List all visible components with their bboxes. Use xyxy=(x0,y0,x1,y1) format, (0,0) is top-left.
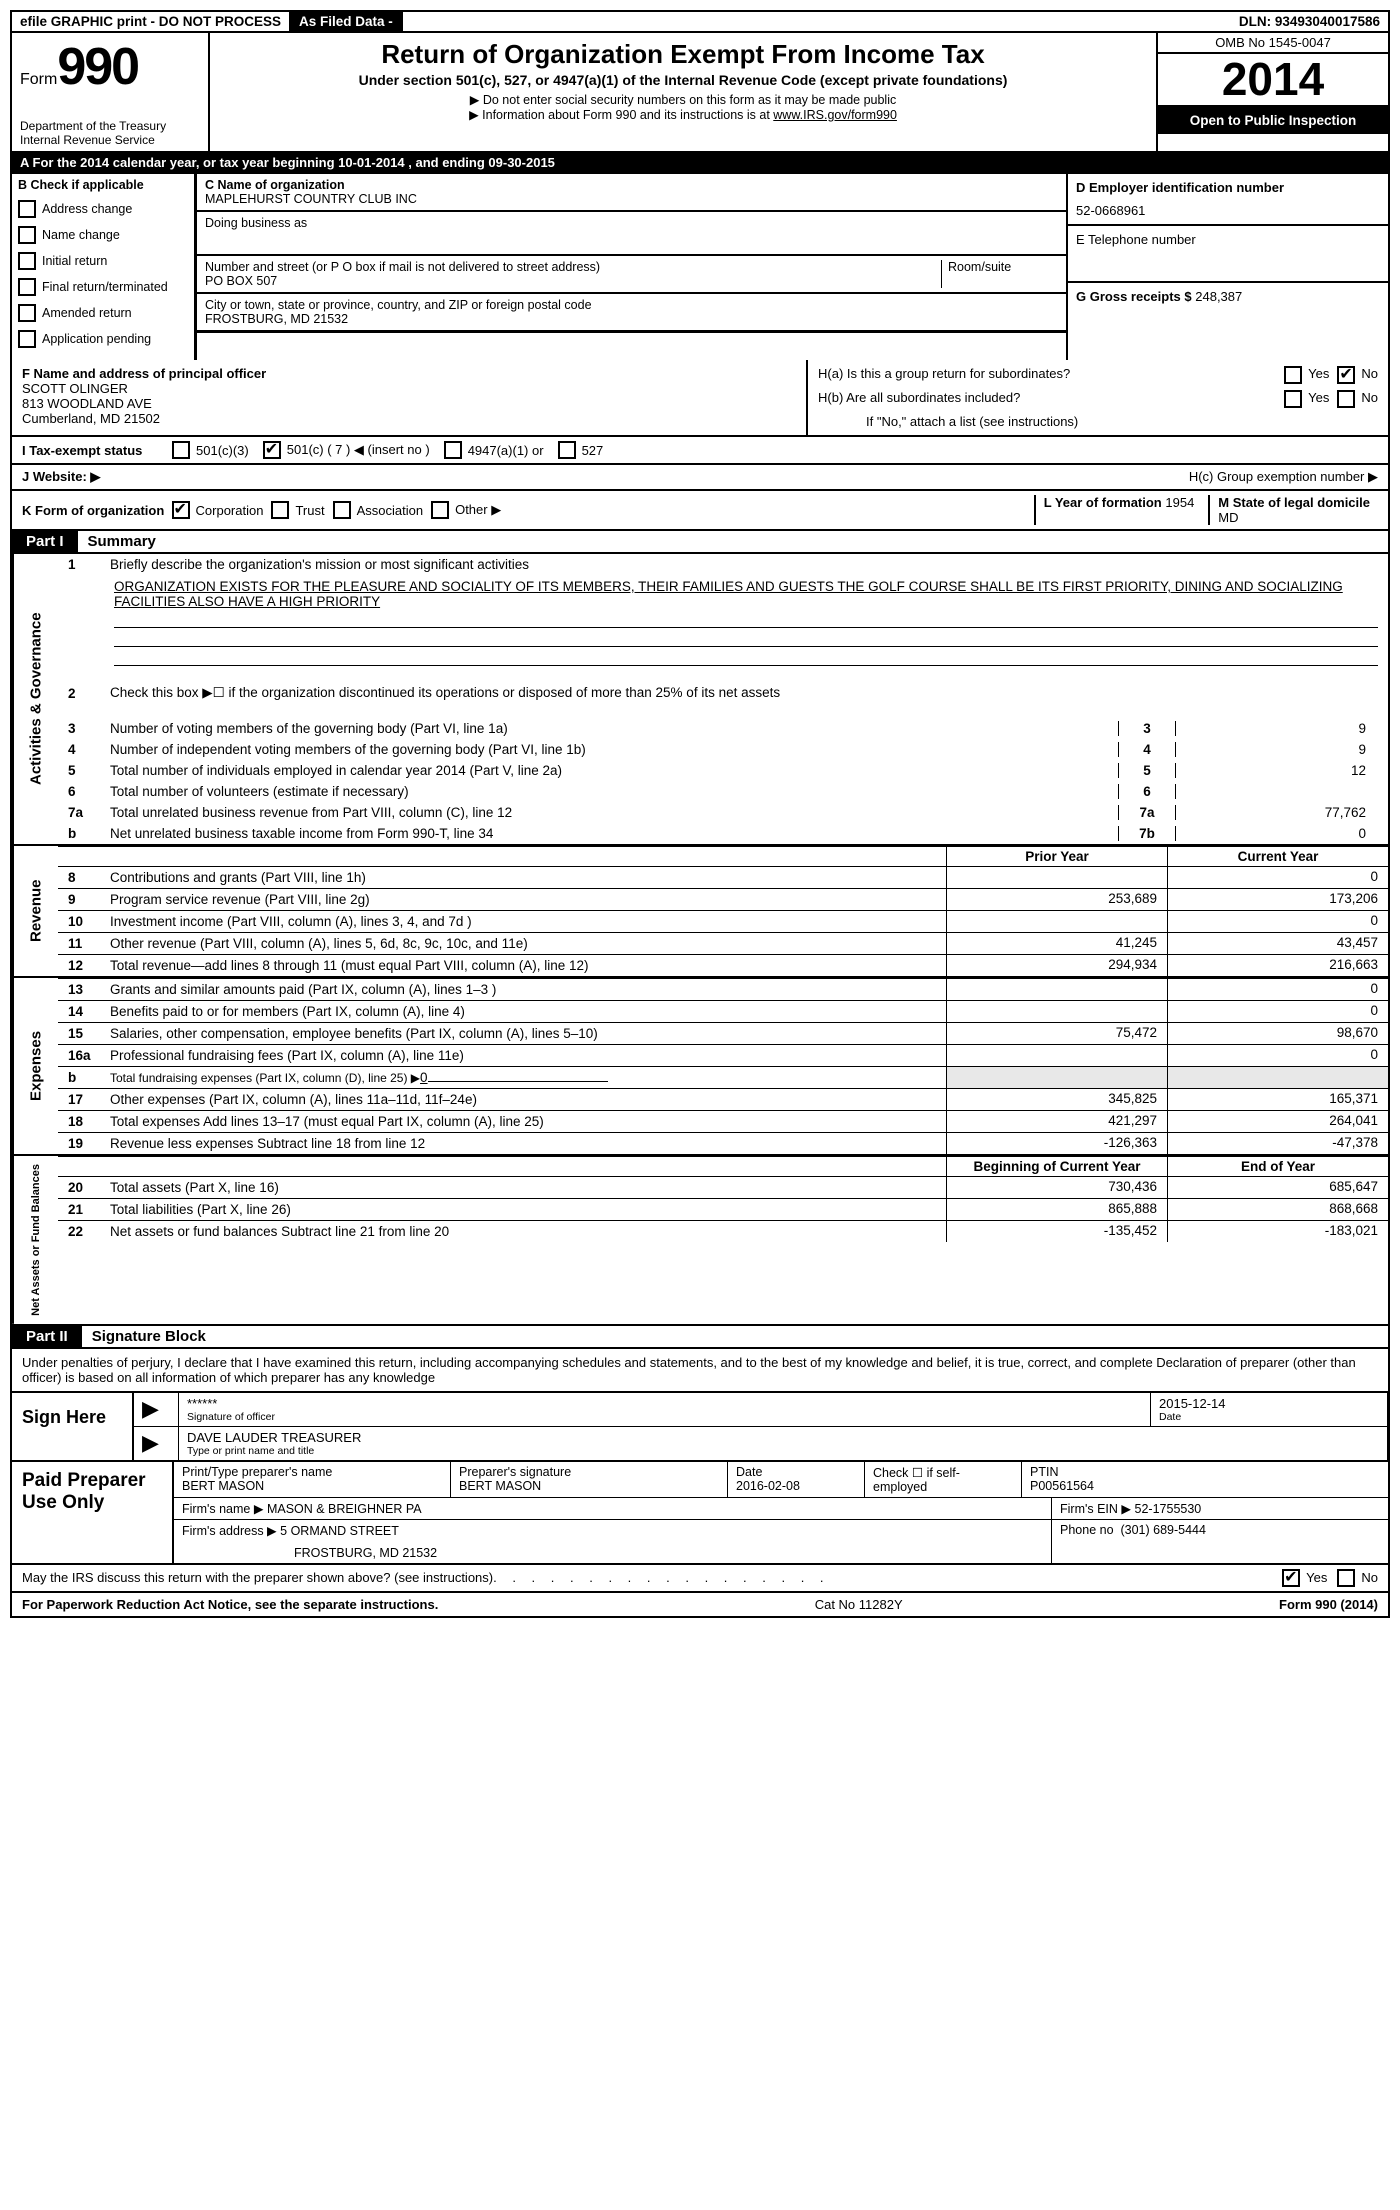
vtab-revenue: Revenue xyxy=(12,846,58,976)
chk-amended[interactable]: Amended return xyxy=(18,304,188,322)
vtab-net-assets: Net Assets or Fund Balances xyxy=(12,1156,58,1324)
hc-group-exemption: H(c) Group exemption number ▶ xyxy=(1189,469,1378,485)
org-address: PO BOX 507 xyxy=(205,274,941,288)
page-footer: For Paperwork Reduction Act Notice, see … xyxy=(10,1593,1390,1618)
hb-yes[interactable] xyxy=(1284,390,1302,408)
col-c: C Name of organization MAPLEHURST COUNTR… xyxy=(197,174,1066,360)
as-filed-label: As Filed Data - xyxy=(291,12,403,31)
hb-no[interactable] xyxy=(1337,390,1355,408)
section-b-c-d-e: B Check if applicable Address change Nam… xyxy=(10,174,1390,360)
ein: 52-0668961 xyxy=(1076,203,1380,218)
row-a-tax-year: A For the 2014 calendar year, or tax yea… xyxy=(10,153,1390,174)
sign-here-label: Sign Here xyxy=(12,1393,134,1460)
efile-notice: efile GRAPHIC print - DO NOT PROCESS xyxy=(12,12,291,31)
chk-app-pending[interactable]: Application pending xyxy=(18,330,188,348)
vtab-activities: Activities & Governance xyxy=(12,554,58,844)
paid-preparer: Paid Preparer Use Only Print/Type prepar… xyxy=(12,1460,1388,1563)
chk-address-change[interactable]: Address change xyxy=(18,200,188,218)
chk-final-return[interactable]: Final return/terminated xyxy=(18,278,188,296)
form-header: Form 990 Department of the Treasury Inte… xyxy=(10,33,1390,153)
section-net-assets: Net Assets or Fund Balances Beginning of… xyxy=(10,1156,1390,1326)
omb-number: OMB No 1545-0047 xyxy=(1158,33,1388,54)
open-inspection: Open to Public Inspection xyxy=(1158,107,1388,134)
section-activities-governance: Activities & Governance 1Briefly describ… xyxy=(10,554,1390,846)
form-number: 990 xyxy=(57,37,138,97)
form-title: Return of Organization Exempt From Incom… xyxy=(220,39,1146,70)
dln: DLN: 93493040017586 xyxy=(1231,12,1388,31)
col-d-e-g: D Employer identification number 52-0668… xyxy=(1066,174,1388,360)
signature-block: Under penalties of perjury, I declare th… xyxy=(10,1349,1390,1593)
chk-initial-return[interactable]: Initial return xyxy=(18,252,188,270)
chk-corporation[interactable] xyxy=(172,501,190,519)
part-i-header: Part I Summary xyxy=(10,531,1390,554)
vtab-expenses: Expenses xyxy=(12,978,58,1154)
efile-topbar: efile GRAPHIC print - DO NOT PROCESS As … xyxy=(10,10,1390,33)
tax-year: 2014 xyxy=(1158,54,1388,107)
row-k-l-m: K Form of organization Corporation Trust… xyxy=(10,491,1390,531)
chk-name-change[interactable]: Name change xyxy=(18,226,188,244)
discuss-no[interactable] xyxy=(1337,1569,1355,1587)
section-revenue: Revenue Prior YearCurrent Year 8Contribu… xyxy=(10,846,1390,978)
org-name: MAPLEHURST COUNTRY CLUB INC xyxy=(205,192,1058,206)
header-right: OMB No 1545-0047 2014 Open to Public Ins… xyxy=(1156,33,1388,151)
row-j-website: J Website: ▶ H(c) Group exemption number… xyxy=(10,465,1390,491)
header-center: Return of Organization Exempt From Incom… xyxy=(210,33,1156,151)
discuss-yes[interactable] xyxy=(1282,1569,1300,1587)
form-990-page: efile GRAPHIC print - DO NOT PROCESS As … xyxy=(0,0,1400,1628)
section-h: H(a) Is this a group return for subordin… xyxy=(808,360,1388,435)
org-city: FROSTBURG, MD 21532 xyxy=(205,312,1058,326)
col-b-checkboxes: B Check if applicable Address change Nam… xyxy=(12,174,197,360)
section-f-h: F Name and address of principal officer … xyxy=(10,360,1390,437)
ha-yes[interactable] xyxy=(1284,366,1302,384)
gross-receipts: 248,387 xyxy=(1195,289,1242,304)
part-ii-header: Part II Signature Block xyxy=(10,1326,1390,1349)
section-expenses: Expenses 13Grants and similar amounts pa… xyxy=(10,978,1390,1156)
header-left: Form 990 Department of the Treasury Inte… xyxy=(12,33,210,151)
officer-name: DAVE LAUDER TREASURER xyxy=(187,1430,1379,1445)
principal-officer: F Name and address of principal officer … xyxy=(12,360,808,435)
discuss-with-preparer: May the IRS discuss this return with the… xyxy=(12,1563,1388,1591)
perjury-declaration: Under penalties of perjury, I declare th… xyxy=(12,1349,1388,1391)
row-i-tax-status: I Tax-exempt status 501(c)(3) 501(c) ( 7… xyxy=(10,437,1390,465)
ha-no[interactable] xyxy=(1337,366,1355,384)
chk-501c[interactable] xyxy=(263,441,281,459)
mission-statement: ORGANIZATION EXISTS FOR THE PLEASURE AND… xyxy=(58,575,1388,682)
